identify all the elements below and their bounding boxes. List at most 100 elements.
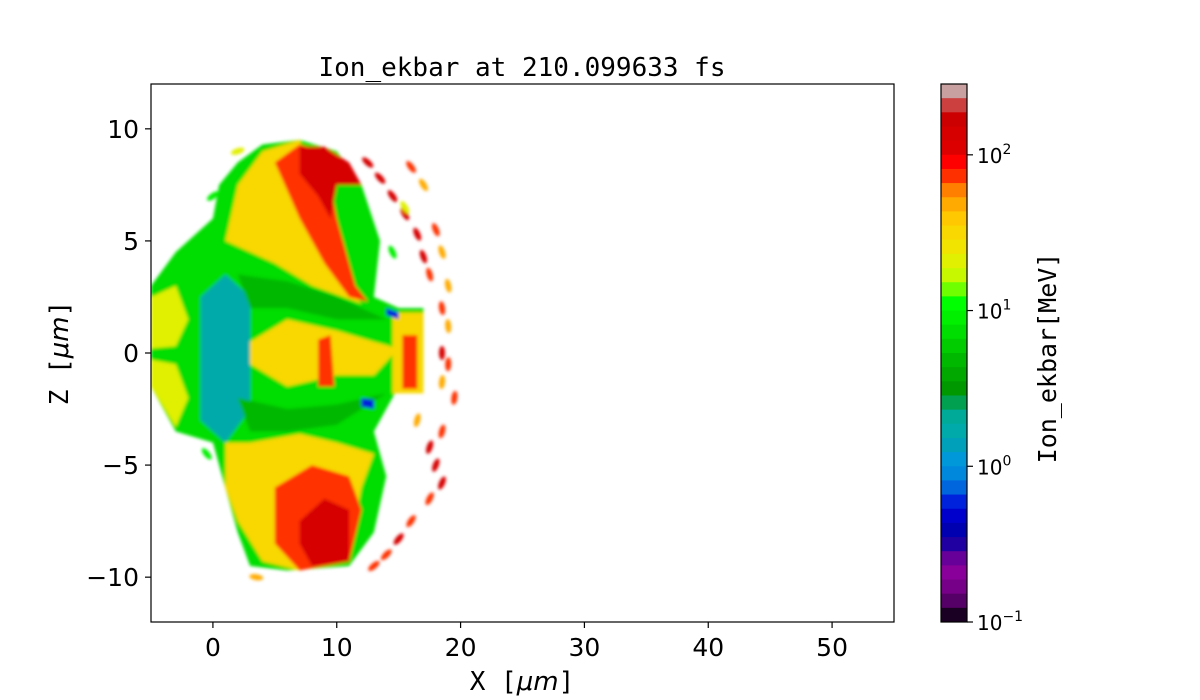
chart-title: Ion_ekbar at 210.099633 fs [319, 53, 726, 83]
colorbar-tick-label: 10−1 [977, 609, 1023, 635]
field-fragment [206, 191, 219, 201]
field-fragment [438, 424, 446, 439]
x-tick-label: 10 [321, 633, 353, 662]
colorbar-band [941, 126, 967, 142]
y-tick-label: 5 [123, 227, 139, 256]
colorbar [941, 84, 967, 623]
field-region [151, 359, 189, 427]
colorbar-band [941, 423, 967, 439]
colorbar-band [941, 579, 967, 595]
x-axis: 0 10 20 30 40 50 [205, 622, 848, 662]
field-fragment [362, 157, 374, 168]
colorbar-band [941, 168, 967, 184]
field-region [299, 498, 350, 566]
y-tick-label: −5 [102, 451, 139, 480]
field-fragment [444, 278, 452, 293]
field-regions [151, 140, 458, 581]
colorbar-band [941, 409, 967, 425]
colorbar-band [941, 367, 967, 382]
colorbar-band [941, 197, 967, 212]
field-fragment [201, 448, 212, 460]
colorbar-tick-label: 102 [977, 142, 1011, 168]
field-fragment [388, 245, 397, 259]
colorbar-band [941, 268, 967, 283]
x-label-close: ] [559, 667, 575, 697]
tick-base: 10 [977, 300, 1002, 324]
tick-exponent: 2 [1002, 142, 1011, 158]
field-region [200, 274, 251, 443]
y-label-unit: μm [45, 316, 75, 359]
field-fragment [374, 172, 386, 184]
tick-base: 10 [977, 144, 1002, 168]
field-fragment [406, 515, 416, 528]
colorbar-band [941, 282, 967, 297]
field-fragment [380, 549, 392, 561]
y-label-close: ] [45, 301, 75, 317]
colorbar-band [941, 183, 967, 198]
field-region [237, 274, 387, 320]
colorbar-band [941, 551, 967, 566]
field-region [237, 393, 387, 432]
colorbar-band [941, 211, 967, 227]
field-fragment [400, 207, 410, 221]
colorbar-label: Ion_ekbar[MeV] [1033, 253, 1062, 464]
y-axis: −10 −5 0 5 10 [86, 115, 151, 592]
field-fragment [451, 390, 458, 405]
colorbar-band [941, 225, 967, 241]
field-fragment [418, 178, 428, 192]
colorbar-band [941, 480, 967, 496]
x-tick-label: 0 [205, 633, 221, 662]
colorbar-tick-label: 101 [977, 298, 1011, 324]
y-tick-label: 0 [123, 339, 139, 368]
field-fragment [230, 147, 245, 155]
y-label-text: Z [ [45, 358, 75, 405]
tick-base: 10 [977, 455, 1002, 479]
colorbar-band [941, 522, 967, 538]
field-region [386, 308, 399, 320]
tick-exponent: 0 [1002, 453, 1011, 469]
colorbar-band [941, 140, 967, 156]
field-region [361, 397, 374, 410]
x-tick-label: 50 [816, 633, 848, 662]
colorbar-band [941, 353, 967, 368]
field-fragment [425, 492, 434, 506]
field-fragment [426, 440, 434, 454]
field-region [318, 335, 335, 387]
field-fragment [438, 301, 446, 316]
plot-area [151, 140, 458, 581]
colorbar-band [941, 324, 967, 340]
field-fragment [368, 560, 380, 572]
colorbar-band [941, 381, 967, 396]
x-tick-label: 40 [692, 633, 724, 662]
colorbar-band [941, 607, 967, 623]
field-region [402, 335, 418, 389]
field-fragment [438, 375, 446, 390]
field-fragment [419, 249, 428, 264]
colorbar-band [941, 494, 967, 510]
colorbar-band [941, 296, 967, 312]
field-fragment [445, 319, 452, 334]
field-fragment [393, 533, 404, 545]
x-axis-label: X [μm] [470, 667, 575, 697]
colorbar-band [941, 310, 967, 326]
field-fragment [439, 346, 446, 360]
colorbar-frame [940, 83, 968, 623]
field-fragment [249, 574, 264, 581]
field-fragment [438, 245, 446, 259]
field-fragment [445, 357, 452, 372]
colorbar-band [941, 508, 967, 524]
colorbar-band [941, 565, 967, 581]
colorbar-band [941, 84, 967, 99]
field-fragment [413, 227, 422, 241]
field-fragment [432, 458, 440, 472]
colorbar-band [941, 154, 967, 170]
colorbar-band [941, 593, 967, 609]
x-tick-label: 20 [445, 633, 477, 662]
colorbar-band [941, 239, 967, 255]
field-fragment [438, 476, 446, 490]
colorbar-band [941, 98, 967, 113]
colorbar-band [941, 537, 967, 552]
tick-exponent: −1 [1002, 609, 1023, 625]
